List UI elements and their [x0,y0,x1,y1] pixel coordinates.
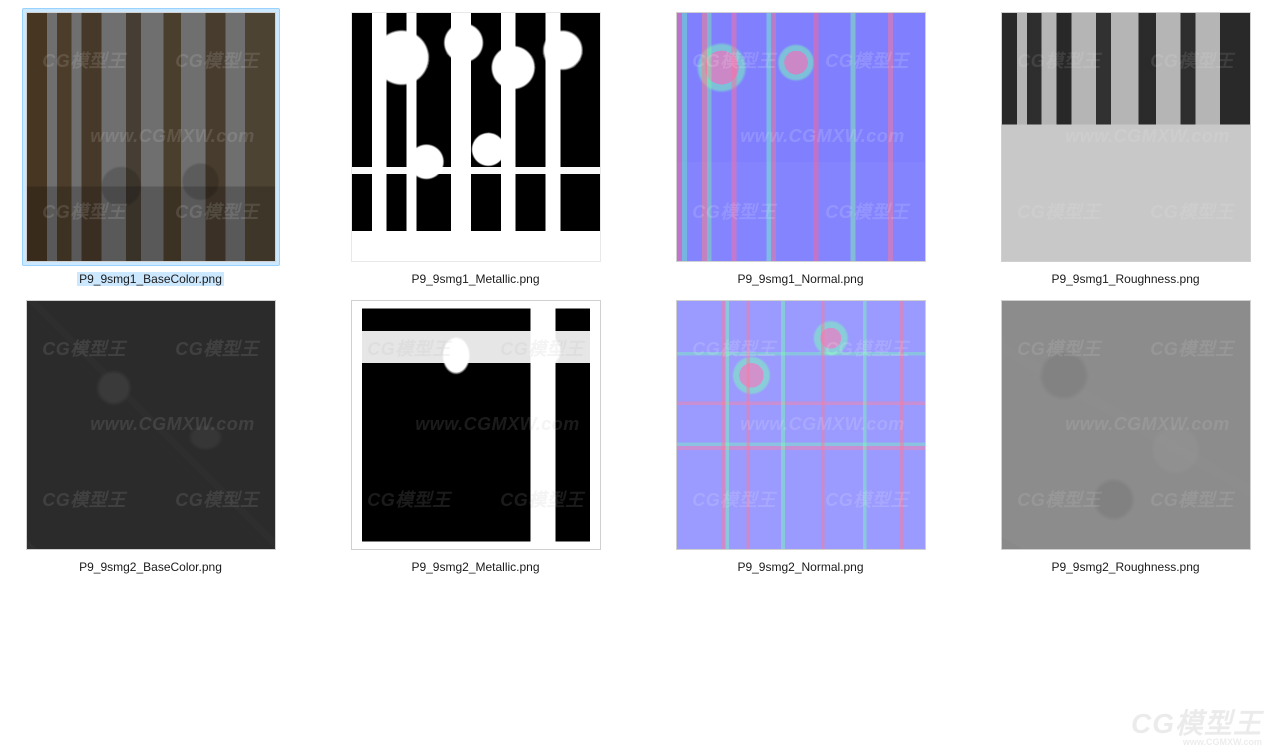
thumbnail-image [676,12,926,262]
thumbnail-frame [672,8,930,266]
thumbnail-frame [997,8,1255,266]
file-item[interactable]: P9_9smg2_Normal.png [668,296,933,574]
file-label: P9_9smg2_BaseColor.png [79,560,222,574]
thumbnail-frame [22,296,280,554]
watermark-url: www.CGMXW.com [1131,738,1262,747]
thumbnail-image [351,300,601,550]
thumbnail-frame [672,296,930,554]
page-watermark: CG模型王 www.CGMXW.com [1131,710,1262,747]
file-item[interactable]: P9_9smg1_Metallic.png [343,8,608,286]
thumbnail-image [26,12,276,262]
file-item[interactable]: P9_9smg2_Roughness.png [993,296,1258,574]
thumbnail-frame [22,8,280,266]
file-item[interactable]: P9_9smg1_Roughness.png [993,8,1258,286]
thumbnail-frame [347,296,605,554]
file-label: P9_9smg1_Roughness.png [1051,272,1199,286]
thumbnail-image [26,300,276,550]
file-item[interactable]: P9_9smg1_Normal.png [668,8,933,286]
thumbnail-frame [347,8,605,266]
file-label: P9_9smg2_Normal.png [737,560,863,574]
thumbnail-image [351,12,601,262]
file-label: P9_9smg1_Normal.png [737,272,863,286]
watermark-text: CG模型王 [1131,708,1262,739]
file-label: P9_9smg1_BaseColor.png [77,272,224,286]
file-item[interactable]: P9_9smg2_BaseColor.png [18,296,283,574]
thumbnail-grid: P9_9smg1_BaseColor.png P9_9smg1_Metallic… [0,0,1276,582]
thumbnail-image [676,300,926,550]
thumbnail-frame [997,296,1255,554]
file-item[interactable]: P9_9smg1_BaseColor.png [18,8,283,286]
thumbnail-image [1001,300,1251,550]
file-label: P9_9smg1_Metallic.png [411,272,539,286]
file-item[interactable]: P9_9smg2_Metallic.png [343,296,608,574]
file-label: P9_9smg2_Roughness.png [1051,560,1199,574]
file-label: P9_9smg2_Metallic.png [411,560,539,574]
thumbnail-image [1001,12,1251,262]
